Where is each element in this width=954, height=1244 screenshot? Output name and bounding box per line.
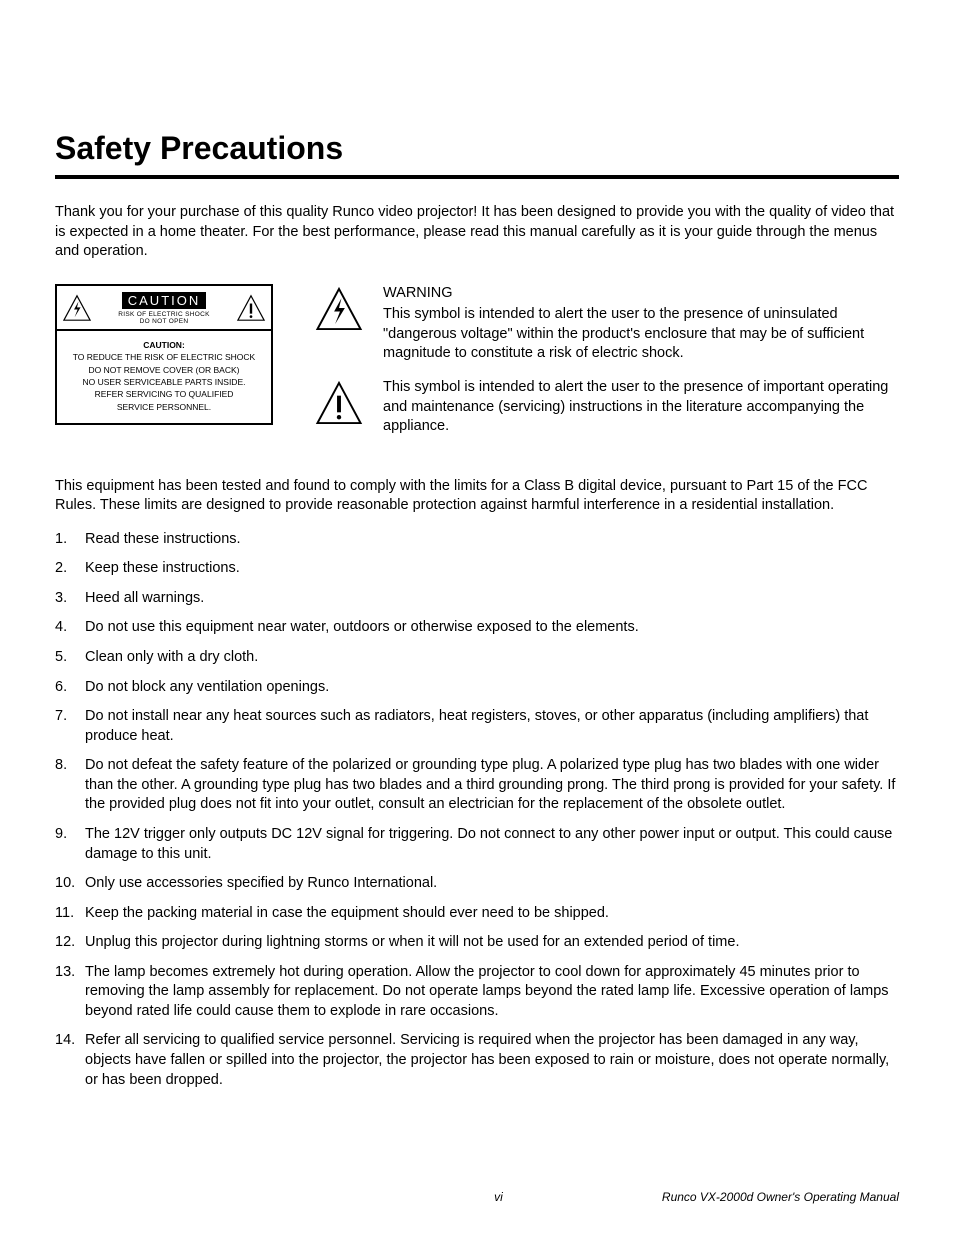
list-item: The lamp becomes extremely hot during op… [55,963,899,1022]
caution-label: CAUTION [122,292,207,309]
list-item: Read these instructions. [55,530,899,550]
caution-line: DO NOT REMOVE COVER (OR BACK) [63,364,265,376]
symbol-bolt-text: This symbol is intended to alert the use… [383,306,864,361]
exclamation-triangle-icon [235,294,267,322]
symbol-excl-entry: This symbol is intended to alert the use… [313,378,899,437]
page-number: vi [55,1190,662,1204]
list-item: Keep these instructions. [55,559,899,579]
caution-box-top: CAUTION RISK OF ELECTRIC SHOCK DO NOT OP… [57,286,271,331]
list-item: Heed all warnings. [55,589,899,609]
exclamation-triangle-icon [313,380,365,426]
caution-small-2: DO NOT OPEN [93,318,235,325]
bolt-triangle-icon [61,294,93,322]
title-rule [55,175,899,179]
caution-line: SERVICE PERSONNEL. [63,401,265,413]
list-item: Unplug this projector during lightning s… [55,933,899,953]
list-item: Do not use this equipment near water, ou… [55,618,899,638]
list-item: Only use accessories specified by Runco … [55,874,899,894]
fcc-paragraph: This equipment has been tested and found… [55,477,899,516]
list-item: Do not install near any heat sources suc… [55,707,899,746]
intro-paragraph: Thank you for your purchase of this qual… [55,203,899,262]
caution-box-bottom: CAUTION: TO REDUCE THE RISK OF ELECTRIC … [57,331,271,423]
symbol-descriptions: WARNING This symbol is intended to alert… [313,284,899,451]
list-item: Keep the packing material in case the eq… [55,904,899,924]
page-footer: vi Runco VX-2000d Owner's Operating Manu… [55,1190,899,1204]
symbol-excl-text: This symbol is intended to alert the use… [383,379,888,434]
list-item: Do not block any ventilation openings. [55,678,899,698]
caution-bottom-bold: CAUTION: [63,339,265,351]
page-title: Safety Precautions [55,130,899,167]
bolt-triangle-icon [313,286,365,332]
caution-box: CAUTION RISK OF ELECTRIC SHOCK DO NOT OP… [55,284,273,425]
list-item: The 12V trigger only outputs DC 12V sign… [55,825,899,864]
warning-label: WARNING [383,284,899,304]
caution-small-1: RISK OF ELECTRIC SHOCK [93,311,235,318]
list-item: Refer all servicing to qualified service… [55,1031,899,1090]
manual-title: Runco VX-2000d Owner's Operating Manual [662,1190,899,1204]
caution-line: REFER SERVICING TO QUALIFIED [63,388,265,400]
instructions-list: Read these instructions. Keep these inst… [55,530,899,1090]
symbol-bolt-entry: WARNING This symbol is intended to alert… [313,284,899,364]
caution-line: NO USER SERVICEABLE PARTS INSIDE. [63,376,265,388]
caution-line: TO REDUCE THE RISK OF ELECTRIC SHOCK [63,351,265,363]
list-item: Do not defeat the safety feature of the … [55,756,899,815]
list-item: Clean only with a dry cloth. [55,648,899,668]
symbols-section: CAUTION RISK OF ELECTRIC SHOCK DO NOT OP… [55,284,899,451]
